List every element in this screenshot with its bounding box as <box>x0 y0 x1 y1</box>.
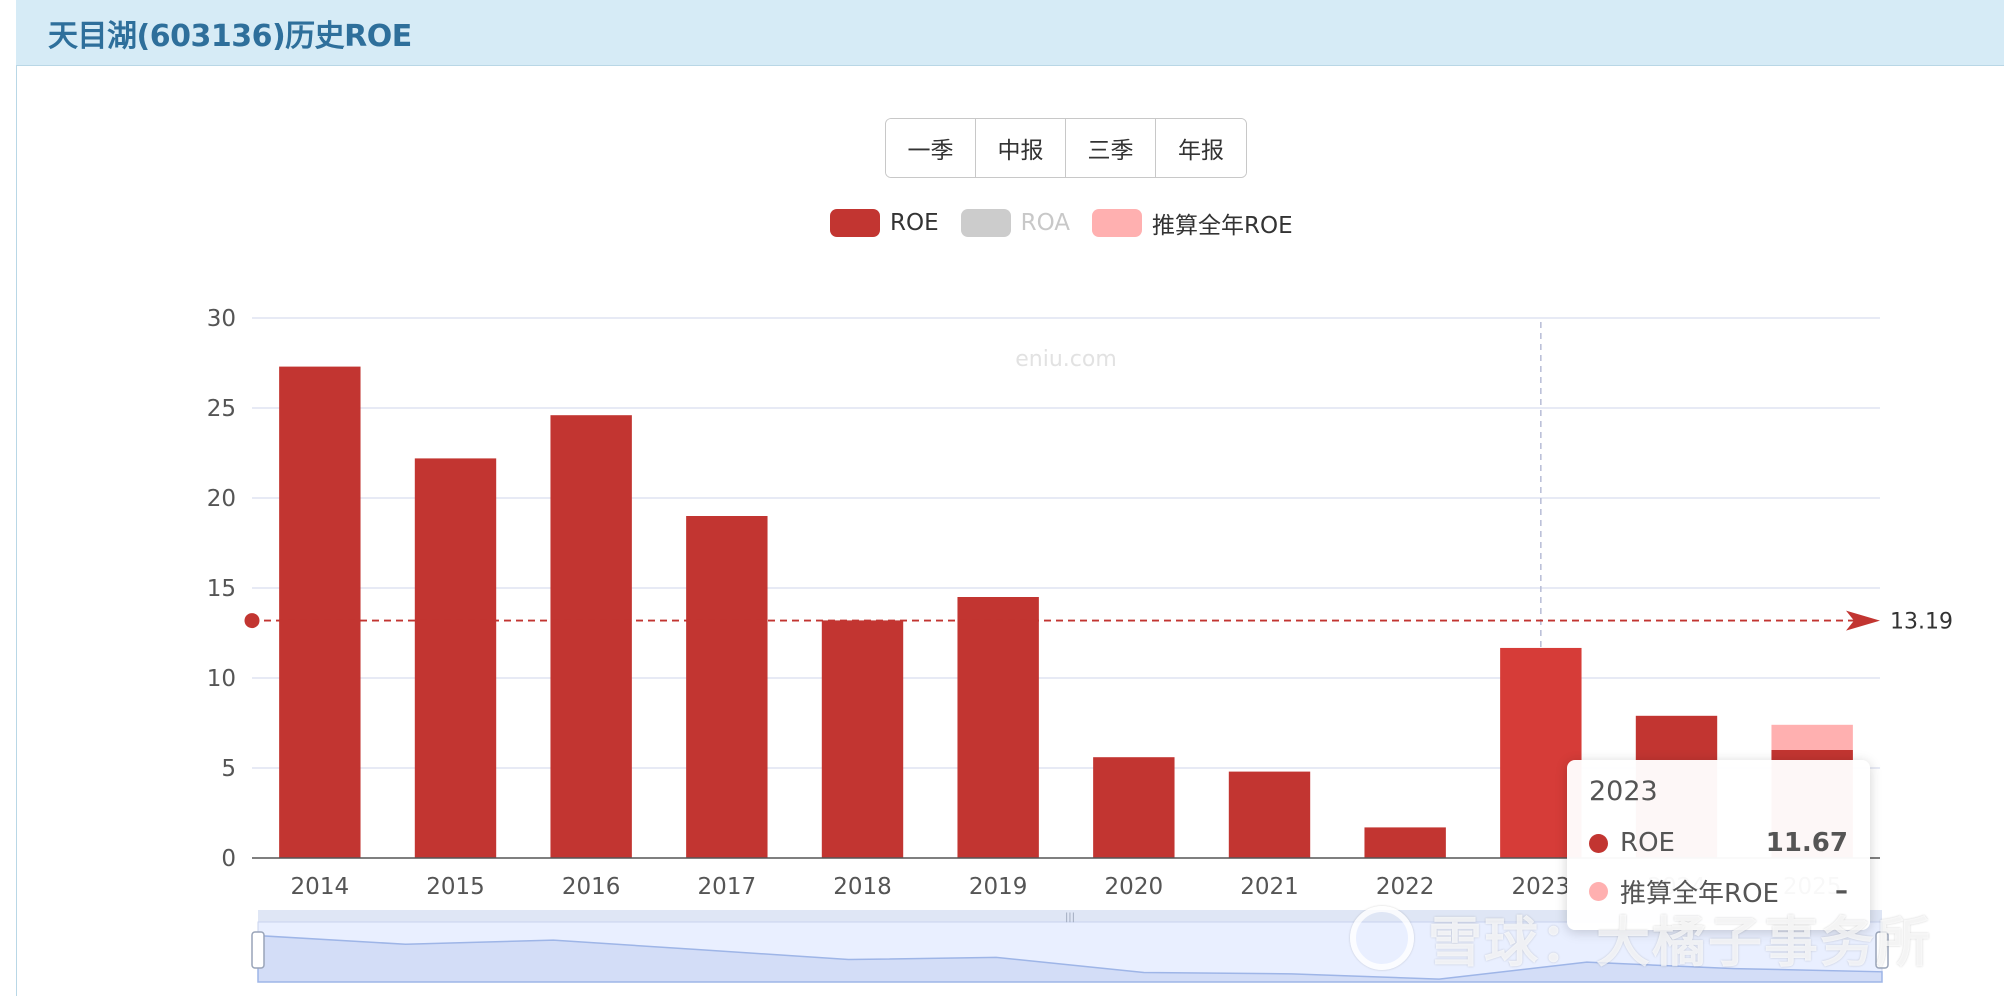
y-tick-label: 10 <box>207 666 236 692</box>
legend-label-est-roe: 推算全年ROE <box>1152 213 1293 239</box>
legend-label-roe: ROE <box>890 210 939 236</box>
bar-roe <box>1364 827 1446 858</box>
bar-roe <box>414 458 497 858</box>
tooltip-row-roe: ROE 11.67 <box>1589 819 1848 867</box>
bar-roe <box>957 597 1039 858</box>
slider-track <box>258 910 1882 922</box>
slider-handle-left <box>251 931 265 969</box>
header-bar: 天目湖(603136)历史ROE <box>16 0 2004 66</box>
period-button-q1[interactable]: 一季 <box>886 119 976 177</box>
x-tick-label: 2015 <box>426 874 485 900</box>
y-tick-label: 25 <box>207 396 236 422</box>
y-tick-label: 15 <box>207 576 236 602</box>
chart-watermark: eniu.com <box>1015 347 1117 372</box>
y-tick-label: 20 <box>207 486 236 512</box>
average-line-label: 13.19 <box>1890 610 1953 635</box>
tooltip-dot-est-roe <box>1589 881 1608 901</box>
tooltip-name-est-roe: 推算全年ROE <box>1620 878 1779 909</box>
x-tick-label: 2020 <box>1105 874 1164 900</box>
chart-legend: ROE ROA 推算全年ROE <box>830 206 1315 240</box>
average-line-arrow <box>1846 610 1880 631</box>
y-tick-label: 30 <box>207 306 236 332</box>
y-tick-label: 0 <box>221 846 236 872</box>
bar-roe <box>686 516 768 858</box>
period-button-half[interactable]: 中报 <box>976 119 1066 177</box>
period-button-group: 一季 中报 三季 年报 <box>885 118 1247 178</box>
xueqiu-watermark: 雪球：大橘子事务所 <box>1350 898 1932 977</box>
tooltip-value-est-roe: – <box>1835 876 1848 906</box>
bar-roe <box>279 366 361 858</box>
x-tick-label: 2016 <box>562 874 621 900</box>
legend-item-roe[interactable]: ROE <box>830 209 939 237</box>
x-tick-label: 2017 <box>698 874 757 900</box>
bar-roe <box>1093 757 1175 858</box>
slider-preview-area <box>257 934 1883 983</box>
bar-roe <box>1228 771 1311 858</box>
legend-swatch-roe <box>830 209 880 237</box>
x-tick-label: 2014 <box>291 874 350 900</box>
bar-roe <box>821 620 904 858</box>
x-tick-label: 2022 <box>1376 874 1435 900</box>
slider-grip-icon: ||| <box>1065 912 1075 923</box>
x-tick-label: 2023 <box>1512 874 1571 900</box>
average-line-start-dot <box>244 613 260 629</box>
watermark-text: 雪球：大橘子事务所 <box>1428 911 1932 974</box>
x-tick-label: 2018 <box>833 874 892 900</box>
tooltip-title: 2023 <box>1589 776 1658 807</box>
tooltip-row-est-roe: 推算全年ROE – <box>1589 867 1848 915</box>
tooltip-value-roe: 11.67 <box>1765 828 1848 858</box>
xueqiu-logo-icon <box>1350 905 1414 970</box>
chart-tooltip: 2023 ROE 11.67 推算全年ROE – <box>1567 760 1870 930</box>
x-tick-label: 2019 <box>969 874 1028 900</box>
tooltip-name-roe: ROE <box>1620 828 1675 858</box>
legend-swatch-est-roe <box>1092 209 1143 237</box>
slider-handle-right <box>1875 931 1889 969</box>
period-button-q3[interactable]: 三季 <box>1066 119 1156 177</box>
legend-item-est-roe[interactable]: 推算全年ROE <box>1092 206 1293 240</box>
page-title: 天目湖(603136)历史ROE <box>48 19 412 54</box>
x-tick-label: 2021 <box>1240 874 1299 900</box>
left-border <box>16 0 17 996</box>
period-button-annual[interactable]: 年报 <box>1156 119 1246 177</box>
y-tick-label: 5 <box>221 756 236 782</box>
legend-swatch-roa <box>960 209 1011 237</box>
tooltip-dot-roe <box>1589 833 1608 853</box>
legend-label-roa: ROA <box>1020 210 1071 236</box>
bar-roe <box>550 415 632 858</box>
legend-item-roa[interactable]: ROA <box>960 209 1071 237</box>
